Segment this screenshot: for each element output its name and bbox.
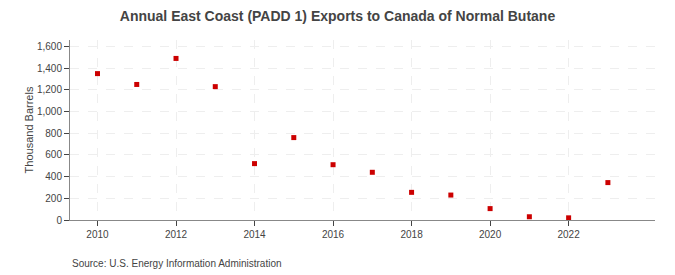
svg-text:Thousand Barrels: Thousand Barrels — [23, 86, 35, 173]
svg-text:2020: 2020 — [479, 229, 502, 240]
svg-text:200: 200 — [45, 193, 62, 204]
svg-text:2018: 2018 — [400, 229, 423, 240]
svg-text:600: 600 — [45, 149, 62, 160]
svg-text:1,200: 1,200 — [37, 84, 62, 95]
svg-text:2010: 2010 — [86, 229, 109, 240]
svg-text:1,000: 1,000 — [37, 106, 62, 117]
svg-text:800: 800 — [45, 128, 62, 139]
svg-text:2016: 2016 — [322, 229, 345, 240]
svg-text:2012: 2012 — [165, 229, 188, 240]
svg-text:2014: 2014 — [243, 229, 266, 240]
svg-text:400: 400 — [45, 171, 62, 182]
svg-text:1,400: 1,400 — [37, 63, 62, 74]
svg-text:0: 0 — [56, 215, 62, 226]
svg-text:2022: 2022 — [557, 229, 580, 240]
svg-text:Annual East Coast (PADD 1) Exp: Annual East Coast (PADD 1) Exports to Ca… — [120, 8, 556, 24]
svg-text:Source: U.S. Energy Informatio: Source: U.S. Energy Information Administ… — [72, 258, 282, 269]
svg-text:1,600: 1,600 — [37, 41, 62, 52]
